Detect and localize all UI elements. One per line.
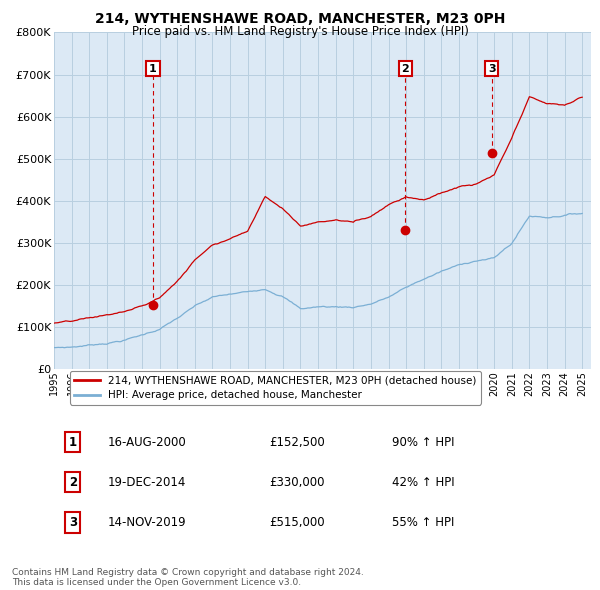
Text: 14-NOV-2019: 14-NOV-2019 [108, 516, 187, 529]
Legend: 214, WYTHENSHAWE ROAD, MANCHESTER, M23 0PH (detached house), HPI: Average price,: 214, WYTHENSHAWE ROAD, MANCHESTER, M23 0… [70, 371, 481, 405]
Text: £152,500: £152,500 [269, 436, 325, 449]
Text: 2: 2 [69, 476, 77, 489]
Text: £515,000: £515,000 [269, 516, 325, 529]
Text: 2: 2 [401, 64, 409, 74]
Text: 90% ↑ HPI: 90% ↑ HPI [392, 436, 455, 449]
Text: 214, WYTHENSHAWE ROAD, MANCHESTER, M23 0PH: 214, WYTHENSHAWE ROAD, MANCHESTER, M23 0… [95, 12, 505, 26]
Text: 3: 3 [69, 516, 77, 529]
Text: 42% ↑ HPI: 42% ↑ HPI [392, 476, 455, 489]
Text: Price paid vs. HM Land Registry's House Price Index (HPI): Price paid vs. HM Land Registry's House … [131, 25, 469, 38]
Text: 1: 1 [69, 436, 77, 449]
Text: 19-DEC-2014: 19-DEC-2014 [108, 476, 186, 489]
Text: 3: 3 [488, 64, 496, 74]
Text: 16-AUG-2000: 16-AUG-2000 [108, 436, 187, 449]
Text: Contains HM Land Registry data © Crown copyright and database right 2024.
This d: Contains HM Land Registry data © Crown c… [12, 568, 364, 587]
Text: 55% ↑ HPI: 55% ↑ HPI [392, 516, 455, 529]
Text: £330,000: £330,000 [269, 476, 325, 489]
Text: 1: 1 [149, 64, 157, 74]
